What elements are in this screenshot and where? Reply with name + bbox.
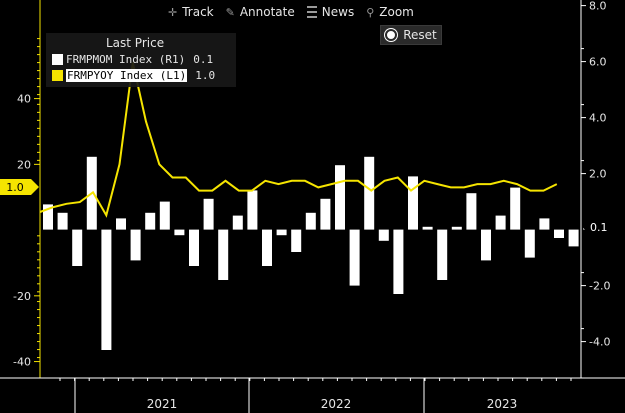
legend-item-value: 1.0 [195, 68, 216, 82]
left-tick-label: -40 [13, 356, 31, 369]
mom-bar [320, 198, 331, 230]
news-label: News [321, 5, 355, 19]
reset-icon [385, 29, 398, 41]
legend-item-yoy[interactable]: FRMPYOY Index (L1) 1.0 [52, 68, 215, 82]
legend-item-name: FRMPMOM Index (R1) [66, 52, 186, 66]
legend-item-mom[interactable]: FRMPMOM Index (R1) 0.1 [52, 52, 213, 66]
mom-bar [408, 176, 418, 230]
news-icon [306, 6, 317, 18]
mom-bar [218, 229, 229, 280]
zoom-button[interactable]: ⚲ Zoom [366, 5, 414, 19]
reset-button[interactable]: Reset [380, 25, 442, 45]
mom-bar [43, 204, 53, 230]
mom-bar [393, 229, 404, 294]
news-button[interactable]: News [306, 5, 355, 19]
mom-bar [116, 218, 126, 230]
legend-item-value: 0.1 [193, 52, 214, 66]
mom-bar [305, 212, 316, 230]
right-tick-label: -2.0 [589, 280, 610, 293]
zoom-label: Zoom [379, 5, 414, 19]
mom-bar [481, 229, 491, 261]
track-label: Track [182, 5, 214, 19]
yoy-line [39, 62, 558, 218]
right-axis-ticks: 8.0 6.0 4.0 2.0 -2.0 -4.0 [581, 0, 610, 349]
mom-bar [510, 187, 521, 230]
mom-bar [247, 190, 258, 230]
x-tick-label: 2021 [147, 397, 178, 411]
right-tick-label: 6.0 [589, 56, 607, 69]
mom-bar [276, 229, 287, 236]
mom-bar [495, 215, 506, 230]
legend-panel: Last Price FRMPMOM Index (R1) 0.1 FRMPYO… [46, 33, 236, 87]
mom-bar [378, 229, 389, 241]
mom-bar [539, 218, 550, 230]
mom-bar [189, 229, 199, 266]
mom-bar [349, 229, 360, 286]
left-last-value-label: 1.0 [6, 181, 24, 194]
mom-bar [57, 212, 68, 230]
annotate-label: Annotate [239, 5, 295, 19]
pencil-icon: ✎ [225, 5, 235, 19]
legend-swatch-white [52, 53, 63, 65]
legend-swatch-yellow [52, 69, 63, 81]
x-tick-label: 2023 [487, 397, 518, 411]
mom-bar [554, 229, 564, 238]
mom-bar [291, 229, 302, 252]
mom-bar [466, 193, 477, 230]
mom-bar [145, 212, 156, 230]
mom-bar [364, 156, 375, 230]
right-last-value-label: 0.1 [590, 221, 608, 234]
right-tick-label: 2.0 [589, 168, 607, 181]
mom-bar [568, 229, 579, 247]
right-tick-label: 8.0 [589, 0, 607, 13]
left-axis-ticks: 40 20 -20 -40 [13, 38, 40, 369]
right-tick-label: -4.0 [589, 336, 610, 349]
mom-bar [422, 226, 433, 230]
mom-bar [130, 229, 141, 261]
mom-bar [335, 165, 345, 230]
mom-bar [72, 229, 83, 266]
mom-bar-series [43, 156, 594, 350]
left-last-value-marker: 1.0 [0, 179, 39, 195]
mom-bar [524, 229, 535, 258]
track-button[interactable]: ✛ Track [168, 5, 214, 19]
right-tick-label: 4.0 [589, 112, 607, 125]
left-tick-label: 20 [17, 158, 31, 171]
mom-bar [174, 229, 185, 236]
mom-bar [203, 198, 214, 230]
mom-bar [159, 201, 170, 230]
annotate-button[interactable]: ✎ Annotate [226, 5, 295, 19]
legend-title: Last Price [106, 36, 165, 50]
left-tick-label: -20 [13, 290, 31, 303]
reset-label: Reset [403, 28, 437, 42]
mom-bar [262, 229, 272, 266]
mom-bar [437, 229, 448, 280]
x-tick-label: 2022 [321, 397, 352, 411]
right-last-value-marker: 0.1 [582, 219, 625, 235]
mom-bar [232, 215, 243, 230]
left-tick-label: 40 [17, 93, 31, 106]
crosshair-icon: ✛ [168, 5, 178, 19]
x-axis-ticks: 2021 2022 2023 [59, 378, 572, 413]
chart-toolbar: ✛ Track ✎ Annotate News ⚲ Zoom [168, 3, 414, 21]
mom-bar [101, 229, 112, 350]
magnifier-icon: ⚲ [366, 5, 375, 19]
legend-item-name: FRMPYOY Index (L1) [66, 68, 188, 82]
mom-bar [451, 226, 462, 230]
